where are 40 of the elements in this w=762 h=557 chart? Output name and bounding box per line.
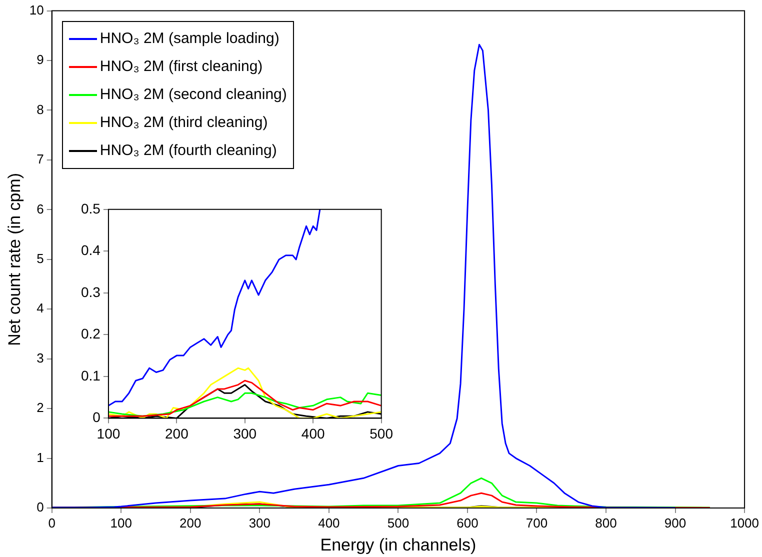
x-tick-label: 800 bbox=[595, 515, 617, 530]
y-tick-label: 0.3 bbox=[80, 284, 101, 300]
legend-label: HNO₃ 2M (second cleaning) bbox=[100, 86, 287, 104]
x-tick-label: 200 bbox=[180, 515, 202, 530]
x-tick-label: 500 bbox=[370, 425, 394, 442]
x-tick-label: 600 bbox=[456, 515, 478, 530]
y-tick-label: 0.5 bbox=[80, 200, 101, 216]
y-tick-label: 5 bbox=[36, 250, 44, 266]
x-tick-label: 900 bbox=[664, 515, 686, 530]
x-tick-label: 100 bbox=[110, 515, 132, 530]
y-tick-label: 0.4 bbox=[80, 242, 101, 258]
x-tick-label: 700 bbox=[526, 515, 548, 530]
x-tick-label: 100 bbox=[96, 425, 120, 442]
x-tick-label: 400 bbox=[301, 425, 325, 442]
x-tick-label: 200 bbox=[164, 425, 189, 442]
x-tick-label: 0 bbox=[48, 515, 56, 530]
y-tick-label: 8 bbox=[36, 102, 44, 117]
y-tick-label: 9 bbox=[36, 52, 44, 68]
x-axis-title: Energy (in channels) bbox=[320, 535, 476, 554]
x-tick-label: 400 bbox=[318, 515, 340, 530]
y-tick-label: 2 bbox=[36, 400, 44, 416]
x-tick-label: 300 bbox=[233, 425, 257, 442]
legend-label: HNO₃ 2M (first cleaning) bbox=[100, 58, 263, 76]
y-tick-label: 4 bbox=[36, 300, 44, 316]
y-tick-label: 6 bbox=[36, 201, 44, 216]
y-tick-label: 0.2 bbox=[80, 326, 101, 342]
y-tick-label: 3 bbox=[36, 350, 44, 366]
y-tick-label: 0 bbox=[92, 409, 101, 426]
y-tick-label: 0 bbox=[36, 500, 44, 515]
y-tick-label: 0.1 bbox=[80, 367, 101, 384]
x-tick-label: 500 bbox=[387, 515, 410, 530]
legend-label: HNO₃ 2M (third cleaning) bbox=[100, 114, 268, 132]
x-tick-label: 300 bbox=[248, 515, 271, 530]
y-tick-label: 10 bbox=[29, 2, 44, 18]
x-tick-label: 1000 bbox=[730, 515, 759, 530]
legend-label: HNO₃ 2M (fourth cleaning) bbox=[100, 142, 277, 160]
legend-label: HNO₃ 2M (sample loading) bbox=[100, 30, 280, 48]
y-tick-label: 1 bbox=[36, 450, 44, 465]
y-axis-title: Net count rate (in cpm) bbox=[4, 172, 24, 346]
y-tick-label: 7 bbox=[36, 152, 44, 167]
